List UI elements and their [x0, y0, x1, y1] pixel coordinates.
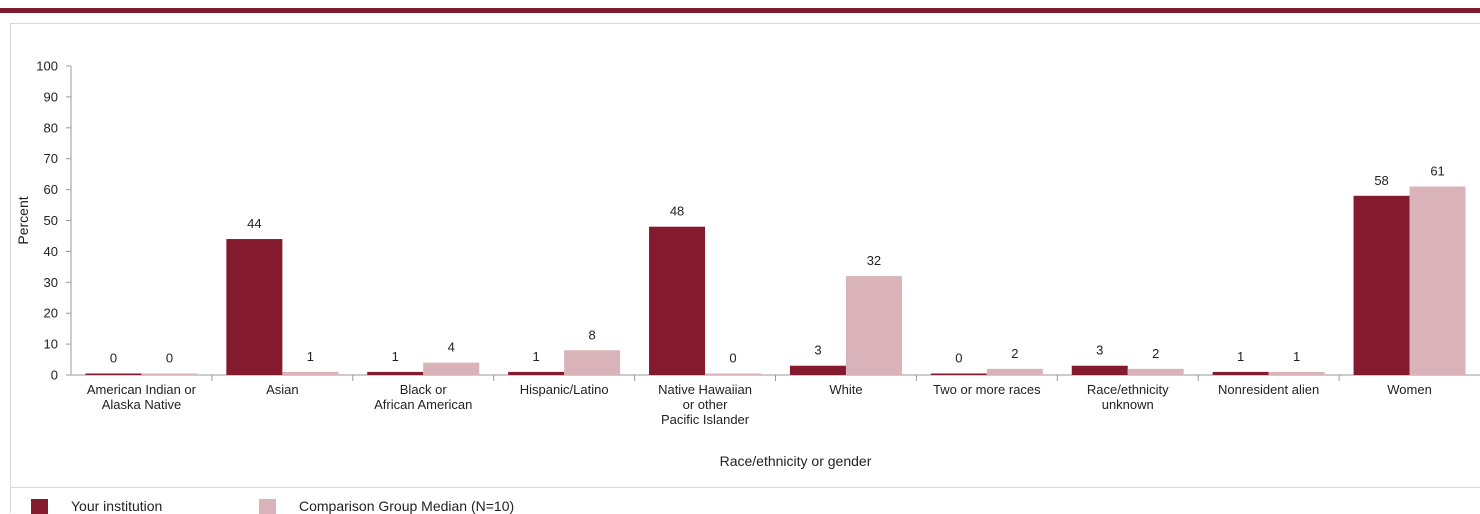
legend-label-comparison: Comparison Group Median (N=10) [299, 498, 515, 514]
bar-comparison [1268, 371, 1325, 375]
bar-your-institution [367, 371, 424, 375]
y-tick-label: 80 [44, 120, 58, 135]
bar-comparison [141, 373, 198, 375]
data-label: 8 [589, 327, 596, 342]
x-category-label-line: Nonresident alien [1218, 382, 1319, 397]
x-category-label-line: Race/ethnicity [1087, 382, 1169, 397]
y-tick-label: 20 [44, 306, 58, 321]
x-category-label-line: unknown [1102, 397, 1154, 412]
data-label: 1 [533, 349, 540, 364]
x-category-label-line: American Indian or [87, 382, 197, 397]
bar-your-institution [1071, 365, 1128, 375]
x-category-label-line: Asian [266, 382, 299, 397]
x-category-label-line: African American [374, 397, 472, 412]
data-label: 3 [814, 343, 821, 358]
x-category-label: Nonresident alien [1218, 382, 1319, 397]
x-category-label-line: Pacific Islander [661, 412, 750, 427]
bar-your-institution [508, 371, 565, 375]
data-label: 3 [1096, 343, 1103, 358]
bar-your-institution [1212, 371, 1269, 375]
x-category-label-line: White [829, 382, 862, 397]
x-category-label: American Indian or Alaska Native [87, 382, 197, 412]
x-category-label: Two or more races [933, 382, 1041, 397]
bar-your-institution [85, 373, 142, 375]
x-category-label: Hispanic/Latino [520, 382, 609, 397]
y-tick-label: 50 [44, 213, 58, 228]
data-label: 1 [392, 349, 399, 364]
legend-swatch-comparison [259, 499, 276, 514]
data-label: 48 [670, 204, 684, 219]
bar-your-institution [226, 239, 283, 375]
data-label: 2 [1152, 346, 1159, 361]
bar-comparison [564, 350, 621, 375]
data-label: 4 [448, 340, 455, 355]
data-label: 1 [1293, 349, 1300, 364]
x-category-label: Native Hawaiian or other Pacific Islander [658, 382, 752, 427]
y-tick-label: 60 [44, 182, 58, 197]
data-label: 2 [1011, 346, 1018, 361]
data-label: 0 [166, 351, 173, 366]
x-category-label-line: Two or more races [933, 382, 1041, 397]
bar-your-institution [649, 226, 706, 375]
y-tick-label: 30 [44, 275, 58, 290]
y-tick-label: 0 [51, 368, 58, 383]
x-category-label-line: Women [1387, 382, 1432, 397]
header-accent-bar [0, 8, 1480, 13]
bar-comparison [1127, 368, 1184, 375]
bar-your-institution [930, 373, 987, 375]
bar-your-institution [789, 365, 846, 375]
x-category-label: Race/ethnicity unknown [1087, 382, 1169, 412]
x-category-label-line: Black or [400, 382, 448, 397]
x-category-label-line: or other [683, 397, 728, 412]
bar-comparison [423, 362, 480, 375]
x-category-label: Black or African American [374, 382, 472, 412]
x-category-label: White [829, 382, 862, 397]
data-label: 1 [307, 349, 314, 364]
data-label: 44 [247, 216, 261, 231]
x-category-label: Women [1387, 382, 1432, 397]
x-axis-title: Race/ethnicity or gender [720, 453, 872, 469]
data-label: 0 [110, 351, 117, 366]
y-axis-title: Percent [15, 196, 31, 244]
data-label: 32 [867, 253, 881, 268]
bar-comparison [1409, 186, 1466, 375]
data-label: 61 [1430, 164, 1444, 179]
x-category-label-line: Native Hawaiian [658, 382, 752, 397]
y-tick-label: 70 [44, 151, 58, 166]
bar-comparison [282, 371, 339, 375]
y-tick-label: 40 [44, 244, 58, 259]
bar-comparison [845, 276, 902, 375]
x-category-label: Asian [266, 382, 299, 397]
legend-label-your-institution: Your institution [71, 498, 163, 514]
chart-legend: Your institution Comparison Group Median… [10, 488, 1480, 514]
data-label: 0 [955, 351, 962, 366]
x-category-label-line: Alaska Native [102, 397, 181, 412]
legend-swatch-your-institution [31, 499, 48, 514]
bar-comparison [705, 373, 762, 375]
data-label: 1 [1237, 349, 1244, 364]
x-category-label-line: Hispanic/Latino [520, 382, 609, 397]
data-label: 58 [1374, 173, 1388, 188]
y-tick-label: 100 [36, 59, 58, 74]
y-tick-label: 10 [44, 337, 58, 352]
y-tick-label: 90 [44, 89, 58, 104]
bar-your-institution [1353, 195, 1410, 375]
data-label: 0 [729, 351, 736, 366]
bar-comparison [986, 368, 1043, 375]
